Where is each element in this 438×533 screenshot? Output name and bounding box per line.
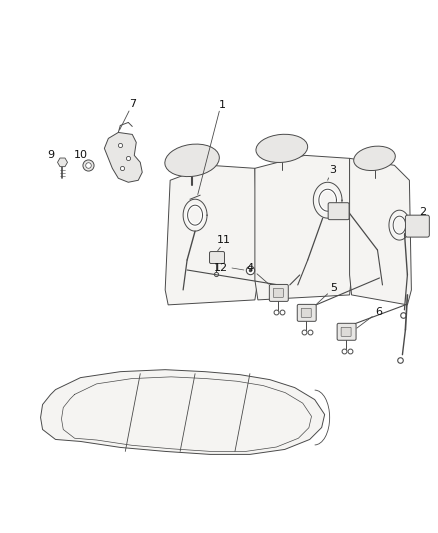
Ellipse shape	[354, 146, 396, 171]
FancyBboxPatch shape	[337, 324, 356, 340]
FancyBboxPatch shape	[297, 304, 316, 321]
Ellipse shape	[165, 144, 219, 176]
Ellipse shape	[256, 134, 307, 163]
Text: 10: 10	[74, 150, 88, 160]
Polygon shape	[104, 132, 142, 182]
Polygon shape	[57, 158, 67, 167]
Text: 12: 12	[214, 263, 228, 273]
Text: 6: 6	[375, 307, 382, 317]
FancyBboxPatch shape	[273, 288, 283, 297]
Text: 4: 4	[246, 263, 254, 273]
Text: 3: 3	[329, 165, 336, 175]
Polygon shape	[165, 165, 258, 305]
Polygon shape	[350, 158, 411, 305]
FancyBboxPatch shape	[328, 203, 349, 220]
Text: 1: 1	[219, 100, 226, 109]
FancyBboxPatch shape	[269, 285, 288, 301]
Text: 7: 7	[129, 99, 136, 109]
FancyBboxPatch shape	[209, 252, 225, 263]
FancyBboxPatch shape	[341, 327, 351, 336]
Polygon shape	[41, 370, 325, 455]
Polygon shape	[255, 155, 352, 300]
FancyBboxPatch shape	[301, 309, 311, 317]
FancyBboxPatch shape	[406, 215, 429, 237]
Text: 9: 9	[47, 150, 54, 160]
Text: 2: 2	[419, 207, 427, 217]
Text: 5: 5	[330, 283, 337, 293]
Text: 11: 11	[217, 235, 231, 245]
